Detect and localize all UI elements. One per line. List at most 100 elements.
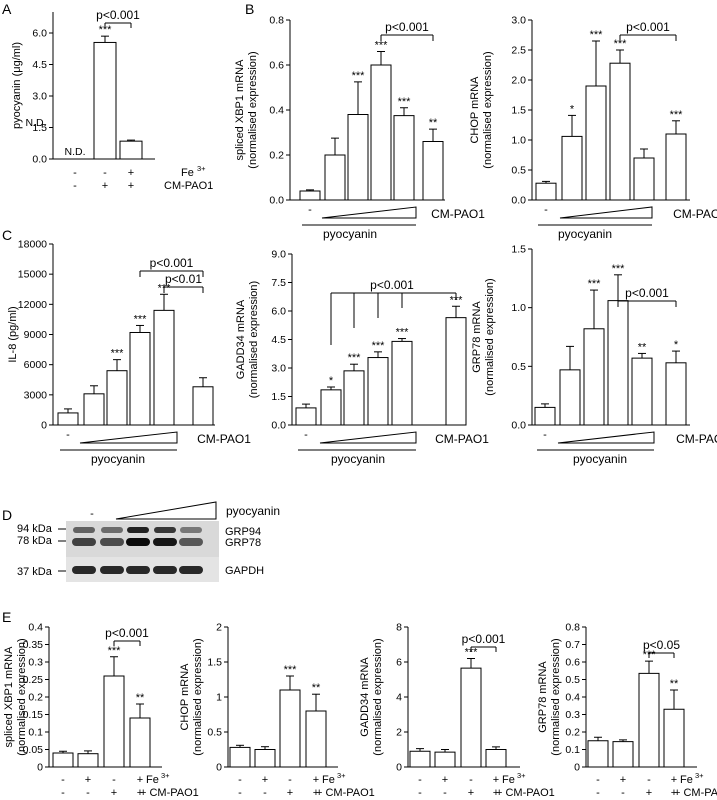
dose-ramp	[79, 431, 178, 444]
y-tick-label: 9000	[24, 329, 48, 341]
bar	[93, 41, 117, 160]
band-label-gapdh: GAPDH	[225, 565, 264, 577]
y-tick-label: 0	[396, 762, 402, 774]
p-value-label: p<0.001	[370, 278, 414, 292]
dose-ramp	[557, 431, 655, 444]
y-tick-label: 6	[396, 657, 402, 669]
bar	[57, 412, 79, 426]
cm-pao1-label: CM-PAO1	[164, 180, 213, 192]
y-axis-label: pyocyanin (μg/ml)	[11, 42, 23, 129]
sign: +	[313, 774, 319, 786]
y-tick-label: 0.3	[28, 657, 43, 669]
dose-ramp	[559, 206, 653, 219]
y-tick-label: 0	[41, 420, 47, 432]
fe-label: Fe	[680, 774, 693, 786]
y-axis-label: GADD34 mRNA	[359, 657, 371, 737]
minus-label: -	[304, 429, 308, 441]
bar	[103, 675, 125, 768]
bar	[609, 62, 631, 201]
bar	[279, 689, 301, 768]
sign: -	[418, 787, 422, 799]
sign: +	[287, 787, 293, 799]
panel-letter: D	[2, 507, 12, 523]
panel-letter: C	[2, 227, 12, 243]
sign: -	[238, 787, 242, 799]
y-tick-label: 0	[37, 762, 43, 774]
bar	[422, 141, 444, 201]
bar	[343, 370, 365, 426]
y-tick-label: 0.1	[565, 744, 580, 756]
y-tick-label: 0.1	[28, 727, 43, 739]
y-tick-label: 2.0	[511, 75, 526, 87]
y-axis-label: GRP78 mRNA	[471, 301, 483, 373]
band-grp94	[127, 527, 149, 533]
panel-letter: E	[2, 609, 11, 625]
significance-label: **	[670, 678, 679, 690]
cm-pao1-label: CM-PAO1	[435, 432, 489, 446]
significance-label: ***	[588, 278, 602, 290]
bar	[665, 133, 687, 201]
y-tick-label: 1.0	[511, 302, 526, 314]
band-label-grp94: GRP94	[225, 526, 261, 538]
significance-label: ***	[134, 313, 148, 325]
bar	[254, 749, 276, 768]
band-label-grp78: GRP78	[225, 537, 261, 549]
sign: -	[73, 167, 77, 179]
bar	[585, 85, 607, 201]
y-tick-label: 0.0	[32, 154, 47, 166]
sign: -	[596, 787, 600, 799]
band-grp94	[180, 527, 202, 533]
sign: +	[493, 787, 499, 799]
y-tick-label: 0.5	[511, 361, 526, 373]
fe-label: Fe	[322, 774, 335, 786]
y-tick-label: 0.5	[511, 165, 526, 177]
y-tick-label: 7.5	[271, 277, 286, 289]
p-value-label: p<0.05	[643, 638, 680, 652]
chart-c3: 0.0 0.5 1.0 1.5 GRP78 mRNA (normalised expres…	[471, 244, 690, 432]
chart-c2: 0.0 1.5 3.0 4.5 6.0 7.5 9.0 GADD34 mRNA (normali…	[235, 249, 467, 432]
significance-label: ***	[108, 645, 122, 657]
significance-label: *	[570, 103, 575, 115]
fe-superscript: 3+	[517, 771, 526, 780]
significance-label: N.D.	[65, 146, 86, 158]
y-tick-label: 2	[216, 622, 222, 634]
pyocyanin-label: pyocyanin	[323, 227, 377, 241]
y-tick-label: 18000	[18, 239, 47, 251]
significance-label: ***	[465, 647, 479, 659]
band-grp78	[179, 538, 203, 546]
band-grp78	[100, 538, 124, 546]
sign: +	[671, 787, 677, 799]
cm-pao1-label: + CM-PAO1	[496, 787, 555, 799]
significance-label: **	[136, 692, 145, 704]
lane-minus: -	[90, 508, 94, 520]
band-grp94	[101, 527, 123, 533]
sign: +	[646, 787, 652, 799]
y-tick-label: 4.5	[271, 334, 286, 346]
bar	[106, 370, 128, 426]
bar	[153, 309, 175, 426]
y-tick-label: 4	[396, 692, 402, 704]
minus-label: -	[544, 204, 548, 216]
y-axis-label: spliced XBP1 mRNA	[3, 646, 15, 748]
chart-b1: 0.0 0.2 0.4 0.6 0.8 spliced XBP1 mRNA (normali…	[234, 15, 445, 207]
y-tick-label: 15000	[18, 269, 47, 281]
significance-label: **	[638, 341, 647, 353]
fe-label: Fe	[502, 774, 515, 786]
cm-pao1-label: CM-PAO1	[676, 432, 717, 446]
y-tick-label: 0.0	[511, 420, 526, 432]
chart-e3: 0 2 4 6 8 GADD34 mRNA (normalised expression) *…	[359, 622, 520, 774]
y-tick-label: 8	[396, 622, 402, 634]
band-gapdh	[179, 566, 203, 574]
chart-e2: 0 0.5 1 1.5 2 CHOP mRNA (normalised expression…	[179, 622, 338, 774]
sign: -	[443, 787, 447, 799]
sign: -	[61, 774, 65, 786]
sign: +	[442, 774, 448, 786]
cm-pao1-label: + CM-PAO1	[316, 787, 375, 799]
y-tick-label: 1	[216, 692, 222, 704]
pyocyanin-label: pyocyanin	[331, 452, 385, 466]
sign: +	[128, 180, 134, 192]
dose-ramp	[115, 501, 217, 520]
y-tick-label: 1.5	[511, 105, 526, 117]
bar	[583, 328, 605, 426]
significance-label: ***	[375, 40, 389, 52]
